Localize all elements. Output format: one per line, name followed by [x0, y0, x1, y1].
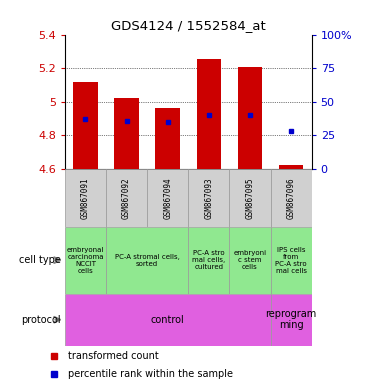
- Text: embryonal
carcinoma
NCCIT
cells: embryonal carcinoma NCCIT cells: [67, 247, 104, 274]
- Text: GSM867092: GSM867092: [122, 177, 131, 218]
- Text: GSM867093: GSM867093: [204, 177, 213, 218]
- Bar: [155, 108, 180, 169]
- Text: GSM867096: GSM867096: [286, 177, 296, 218]
- Bar: [279, 165, 303, 169]
- Bar: [270, 169, 312, 227]
- Bar: [114, 98, 139, 169]
- Text: transformed count: transformed count: [68, 351, 158, 361]
- Text: GSM867091: GSM867091: [81, 177, 90, 218]
- Text: GSM867094: GSM867094: [163, 177, 172, 218]
- Text: PC-A stromal cells,
sorted: PC-A stromal cells, sorted: [115, 254, 180, 266]
- Bar: [188, 227, 229, 294]
- Text: IPS cells
from
PC-A stro
mal cells: IPS cells from PC-A stro mal cells: [275, 247, 307, 274]
- Title: GDS4124 / 1552584_at: GDS4124 / 1552584_at: [111, 19, 266, 32]
- Bar: [238, 67, 262, 169]
- Text: PC-A stro
mal cells,
cultured: PC-A stro mal cells, cultured: [192, 250, 226, 270]
- Bar: [147, 169, 188, 227]
- Bar: [197, 59, 221, 169]
- Text: protocol: protocol: [22, 314, 61, 325]
- Bar: [106, 227, 188, 294]
- Bar: [229, 169, 270, 227]
- Bar: [65, 227, 106, 294]
- Bar: [73, 83, 98, 169]
- Bar: [270, 227, 312, 294]
- Bar: [270, 294, 312, 346]
- Bar: [229, 227, 270, 294]
- Bar: [188, 169, 229, 227]
- Bar: [65, 169, 106, 227]
- Text: percentile rank within the sample: percentile rank within the sample: [68, 369, 233, 379]
- Text: control: control: [151, 314, 185, 325]
- Bar: [106, 169, 147, 227]
- Text: cell type: cell type: [19, 255, 61, 265]
- Text: embryoni
c stem
cells: embryoni c stem cells: [233, 250, 266, 270]
- Bar: [65, 294, 270, 346]
- Text: GSM867095: GSM867095: [246, 177, 255, 218]
- Text: reprogram
ming: reprogram ming: [266, 309, 317, 331]
